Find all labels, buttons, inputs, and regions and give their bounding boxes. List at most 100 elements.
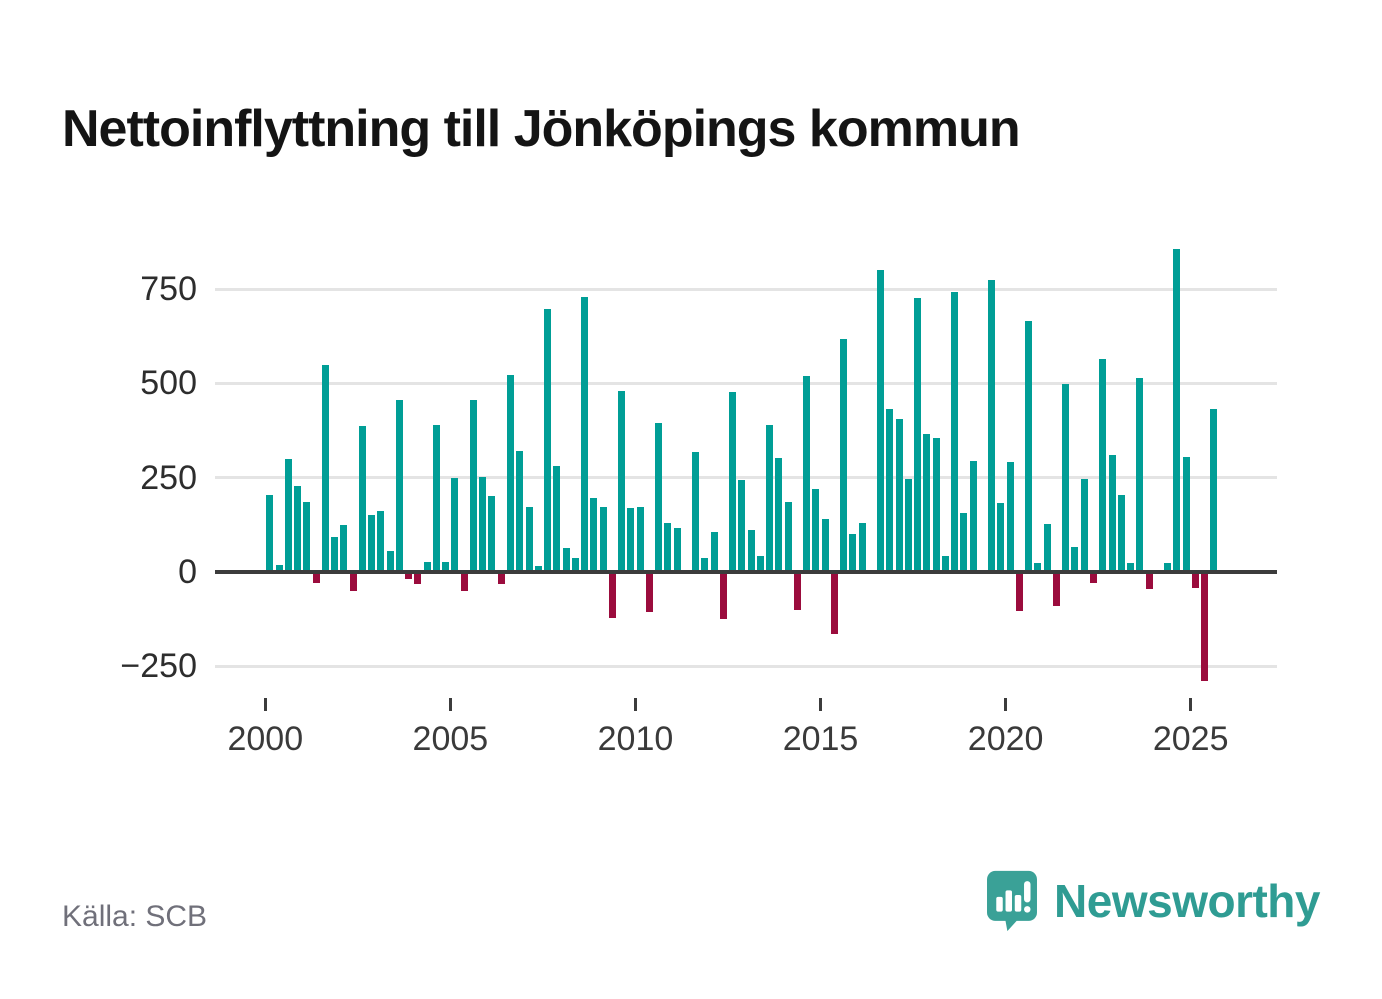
bar (1099, 359, 1107, 574)
bar (1164, 562, 1172, 574)
bar (1201, 572, 1209, 682)
bar (1127, 562, 1135, 574)
y-axis-label: −250 (120, 647, 197, 686)
bar (960, 512, 968, 574)
bar (1034, 562, 1042, 574)
bar (664, 523, 672, 574)
bar (849, 533, 857, 574)
bar (627, 508, 635, 574)
bar (701, 558, 709, 574)
bar (469, 400, 477, 574)
bar (423, 561, 431, 574)
bar (988, 280, 996, 574)
bar (1071, 547, 1079, 574)
bar (294, 485, 302, 574)
bar (507, 375, 514, 574)
bar (1173, 248, 1181, 574)
bar (692, 451, 700, 574)
x-axis-label: 2005 (412, 720, 489, 758)
x-axis-tick (448, 698, 452, 711)
bar (534, 565, 542, 574)
bar (821, 519, 829, 574)
bar (858, 522, 866, 574)
bar (951, 292, 959, 574)
bar (636, 507, 644, 574)
gridline (215, 381, 1277, 385)
bar (747, 530, 755, 574)
bar (1025, 321, 1033, 574)
bar (784, 501, 792, 574)
gridline (215, 664, 1277, 668)
bar (451, 478, 459, 574)
bar (312, 572, 320, 584)
bar (275, 564, 283, 574)
y-axis-label: 500 (140, 364, 197, 403)
bar (544, 309, 552, 574)
bar (331, 536, 339, 574)
bar (1210, 409, 1218, 574)
bar (386, 551, 394, 574)
bar (719, 572, 727, 619)
newsworthy-wordmark: Newsworthy (1054, 875, 1320, 927)
bar (414, 572, 422, 584)
bar (562, 547, 570, 574)
bar (923, 433, 931, 574)
bar (405, 572, 413, 580)
x-axis-tick (1004, 698, 1008, 711)
bar (729, 392, 737, 574)
y-axis: 750 500 250 0 −250 (47, 235, 197, 685)
x-axis-label: 2025 (1152, 720, 1229, 758)
bar (645, 572, 653, 613)
bar (1006, 461, 1014, 574)
source-note: Källa: SCB (62, 900, 208, 933)
x-axis-tick (1189, 698, 1193, 711)
bar (1108, 454, 1116, 574)
bar (1136, 378, 1144, 574)
bar (914, 297, 922, 574)
x-axis-tick (819, 698, 823, 711)
bar (321, 364, 329, 574)
bar (673, 527, 681, 574)
bar (840, 338, 848, 574)
bar (997, 502, 1005, 574)
page-title: Nettoinflyttning till Jönköpings kommun (62, 99, 1021, 158)
bar (1015, 572, 1023, 612)
bar (766, 424, 774, 574)
bar (581, 296, 589, 574)
bar (1080, 478, 1088, 574)
bar (1145, 572, 1153, 589)
bar (1090, 572, 1097, 584)
bar (775, 458, 783, 574)
gridline (215, 287, 1277, 291)
bar (368, 515, 376, 574)
bar (1182, 457, 1190, 574)
x-axis-tick (633, 698, 637, 711)
bar (655, 423, 663, 574)
x-axis-tick (263, 698, 267, 711)
bar (460, 572, 468, 592)
x-axis: 2000 2005 2010 2015 2020 2025 (215, 685, 1277, 775)
newsworthy-logo: Newsworthy (986, 870, 1320, 932)
bar (877, 270, 885, 574)
bar (442, 562, 450, 574)
bar (516, 450, 524, 574)
bar (1191, 572, 1199, 588)
x-axis-label: 2000 (227, 720, 304, 758)
bar (571, 557, 579, 574)
x-axis-label: 2015 (782, 720, 859, 758)
bar (1117, 495, 1125, 574)
plot-area (215, 235, 1277, 685)
bar (590, 497, 598, 574)
bar (793, 572, 801, 610)
bar (941, 555, 949, 574)
bar (1062, 384, 1070, 574)
bar (904, 478, 912, 574)
bar (969, 460, 977, 574)
y-axis-label: 750 (140, 270, 197, 309)
gridline (215, 476, 1277, 480)
bar (284, 459, 292, 574)
bar (895, 418, 903, 574)
bar (738, 479, 746, 574)
bar (812, 488, 820, 574)
bar (618, 390, 626, 574)
